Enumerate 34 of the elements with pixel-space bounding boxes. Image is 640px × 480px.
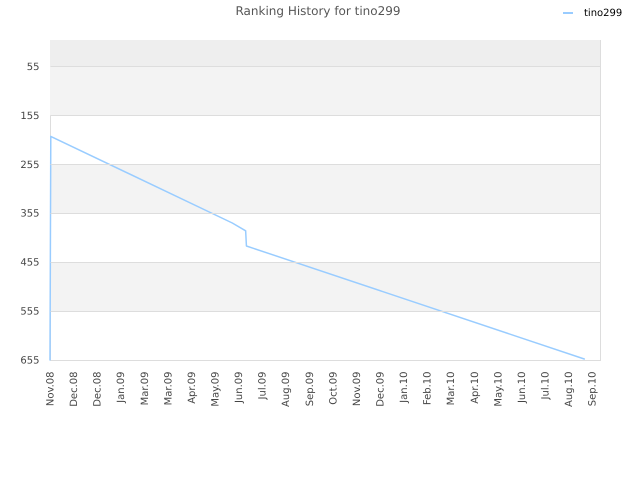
x-tick-label: Oct.09: [328, 372, 340, 405]
y-tick-label: 55: [26, 62, 40, 73]
x-tick-label: Dec.08: [69, 372, 80, 407]
x-tick-label: Aug.09: [281, 372, 292, 407]
x-tick-label: May.10: [493, 372, 504, 407]
x-tick-label: Sep.10: [588, 372, 599, 406]
y-tick-label: 555: [20, 306, 40, 318]
x-tick-label: Dec.09: [376, 372, 386, 407]
x-tick-label: Nov.08: [46, 372, 56, 406]
y-tick-label: 655: [20, 356, 40, 366]
x-tick-label: Apr.09: [186, 372, 198, 404]
x-tick-label: Dec.08: [92, 372, 104, 407]
x-tick-label: Mar.09: [140, 372, 151, 406]
x-tick-label: Mar.09: [163, 372, 174, 406]
x-tick-label: Jun.10: [516, 372, 528, 404]
y-tick-label: 255: [20, 160, 40, 171]
x-tick-label: Jan.10: [399, 372, 410, 404]
x-tick-label: Jan.09: [116, 372, 128, 404]
x-tick-label: May.09: [210, 372, 222, 407]
x-tick-label: Nov.09: [352, 372, 363, 406]
x-tick-label: Jul.10: [540, 372, 552, 400]
y-tick-label: 155: [20, 110, 40, 122]
line-series: [49, 136, 586, 361]
x-tick-label: Apr.10: [470, 372, 481, 404]
x-tick-label: Jun.09: [234, 372, 246, 404]
x-tick-label: Jul.09: [258, 372, 269, 400]
x-tick-label: Aug.10: [564, 372, 576, 407]
y-tick-label: 355: [20, 208, 40, 220]
chart-title: Ranking History for tino299: [235, 4, 401, 18]
x-tick-label: Feb.10: [422, 372, 434, 406]
x-tick-label: Mar.10: [446, 372, 458, 406]
y-tick-label: 455: [20, 258, 40, 269]
x-tick-label: Sep.09: [304, 372, 316, 406]
legend-label: tino299: [584, 8, 622, 19]
